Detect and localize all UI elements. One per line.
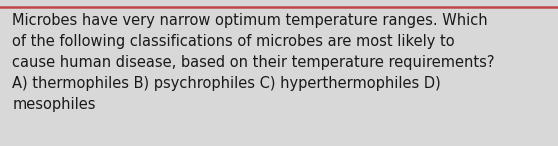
Text: Microbes have very narrow optimum temperature ranges. Which
of the following cla: Microbes have very narrow optimum temper… <box>12 13 495 112</box>
